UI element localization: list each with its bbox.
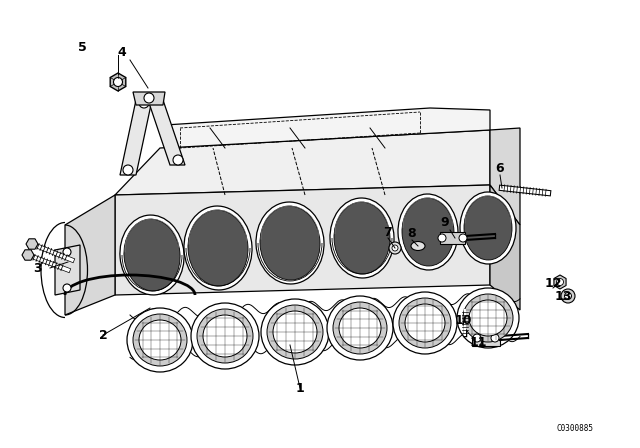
Ellipse shape xyxy=(457,288,519,348)
Polygon shape xyxy=(554,275,566,289)
Ellipse shape xyxy=(260,206,320,280)
Ellipse shape xyxy=(273,311,317,353)
Circle shape xyxy=(63,248,71,256)
Polygon shape xyxy=(22,250,34,260)
Circle shape xyxy=(139,98,149,108)
Polygon shape xyxy=(165,108,490,148)
Text: 12: 12 xyxy=(544,276,562,289)
Circle shape xyxy=(123,165,133,175)
Text: 4: 4 xyxy=(118,46,126,59)
Polygon shape xyxy=(115,130,490,195)
Ellipse shape xyxy=(203,315,247,357)
Text: 9: 9 xyxy=(441,215,449,228)
Ellipse shape xyxy=(411,241,425,250)
Ellipse shape xyxy=(133,314,187,366)
Text: 11: 11 xyxy=(469,336,487,349)
Ellipse shape xyxy=(463,294,513,342)
Polygon shape xyxy=(490,128,520,225)
Circle shape xyxy=(63,284,71,292)
Circle shape xyxy=(389,242,401,254)
Ellipse shape xyxy=(188,210,248,286)
Circle shape xyxy=(473,334,481,342)
Circle shape xyxy=(113,78,122,86)
Text: 10: 10 xyxy=(454,314,472,327)
Polygon shape xyxy=(490,185,520,310)
Circle shape xyxy=(438,234,446,242)
Ellipse shape xyxy=(405,304,445,342)
Ellipse shape xyxy=(124,219,180,291)
Text: 8: 8 xyxy=(408,227,416,240)
Polygon shape xyxy=(55,245,80,295)
Polygon shape xyxy=(65,195,115,315)
Text: 5: 5 xyxy=(77,40,86,53)
Text: 2: 2 xyxy=(99,328,108,341)
Polygon shape xyxy=(148,100,185,165)
Ellipse shape xyxy=(399,298,451,348)
Polygon shape xyxy=(472,330,500,346)
Polygon shape xyxy=(115,185,490,295)
Text: C0300885: C0300885 xyxy=(557,423,593,432)
Text: 3: 3 xyxy=(34,262,42,275)
Polygon shape xyxy=(110,73,126,91)
Text: 13: 13 xyxy=(554,289,572,302)
Ellipse shape xyxy=(267,305,323,359)
Polygon shape xyxy=(440,232,465,244)
Ellipse shape xyxy=(334,202,390,274)
Ellipse shape xyxy=(464,196,512,260)
Text: 6: 6 xyxy=(496,161,504,175)
Circle shape xyxy=(144,93,154,103)
Polygon shape xyxy=(26,239,38,249)
Ellipse shape xyxy=(197,309,253,363)
Polygon shape xyxy=(120,100,152,175)
Circle shape xyxy=(564,293,572,300)
Ellipse shape xyxy=(120,215,184,295)
Circle shape xyxy=(557,279,563,285)
Circle shape xyxy=(459,234,467,242)
Text: 7: 7 xyxy=(383,225,392,238)
Ellipse shape xyxy=(127,308,193,372)
Circle shape xyxy=(561,289,575,303)
Ellipse shape xyxy=(333,302,387,354)
Ellipse shape xyxy=(339,308,381,348)
Text: 1: 1 xyxy=(296,382,305,395)
Ellipse shape xyxy=(139,320,181,360)
Ellipse shape xyxy=(330,198,394,278)
Ellipse shape xyxy=(184,206,252,290)
Ellipse shape xyxy=(256,202,324,284)
Ellipse shape xyxy=(398,194,458,270)
Ellipse shape xyxy=(327,296,393,360)
Ellipse shape xyxy=(460,192,516,264)
Ellipse shape xyxy=(469,300,507,336)
Ellipse shape xyxy=(191,303,259,369)
Ellipse shape xyxy=(261,299,329,365)
Ellipse shape xyxy=(402,198,454,266)
Circle shape xyxy=(392,245,398,251)
Ellipse shape xyxy=(393,292,457,354)
Polygon shape xyxy=(133,92,165,105)
Circle shape xyxy=(173,155,183,165)
Circle shape xyxy=(491,334,499,342)
